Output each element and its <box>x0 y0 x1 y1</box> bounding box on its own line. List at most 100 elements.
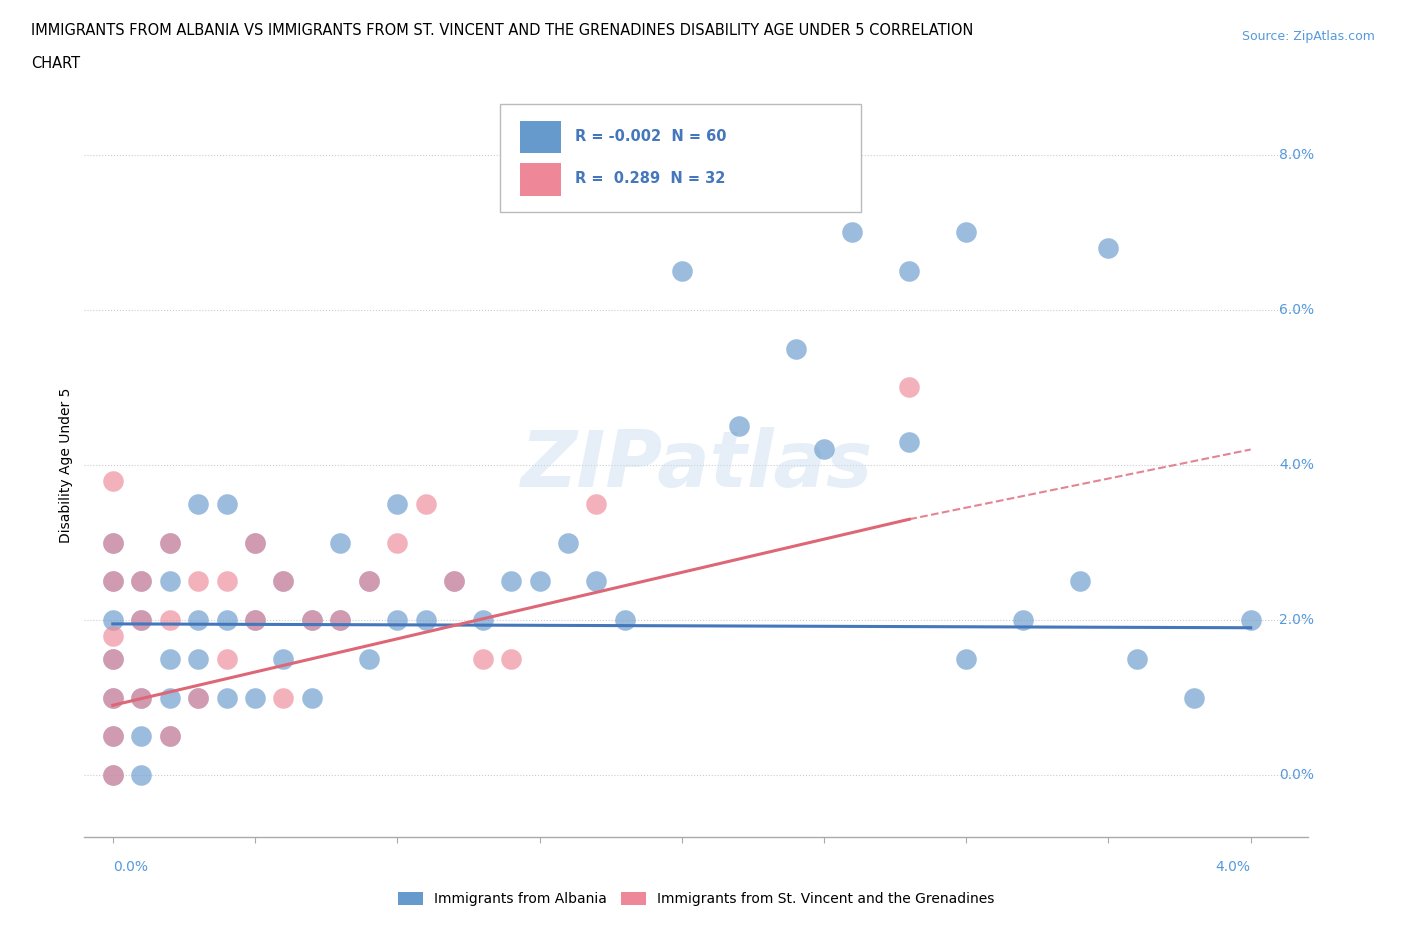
Point <box>357 651 380 666</box>
Point <box>243 690 266 705</box>
Point <box>101 767 124 782</box>
Text: 4.0%: 4.0% <box>1279 458 1315 472</box>
Point <box>387 497 409 512</box>
Point <box>129 690 152 705</box>
Point <box>273 574 295 589</box>
Text: ZIPatlas: ZIPatlas <box>520 427 872 503</box>
Point <box>499 574 522 589</box>
Point <box>529 574 551 589</box>
Point <box>841 225 863 240</box>
Point <box>387 613 409 628</box>
Point <box>215 651 238 666</box>
Text: CHART: CHART <box>31 56 80 71</box>
Text: 0.0%: 0.0% <box>1279 768 1315 782</box>
Text: Source: ZipAtlas.com: Source: ZipAtlas.com <box>1241 30 1375 43</box>
Point <box>329 613 352 628</box>
Point <box>159 729 181 744</box>
Text: R =  0.289  N = 32: R = 0.289 N = 32 <box>575 171 725 186</box>
Point <box>415 497 437 512</box>
Point <box>273 690 295 705</box>
Point <box>159 690 181 705</box>
Point <box>159 613 181 628</box>
Point <box>215 574 238 589</box>
Point <box>101 574 124 589</box>
Point <box>187 613 209 628</box>
Point <box>101 628 124 643</box>
Point <box>1097 241 1119 256</box>
Point <box>301 690 323 705</box>
Legend: Immigrants from Albania, Immigrants from St. Vincent and the Grenadines: Immigrants from Albania, Immigrants from… <box>392 886 1000 912</box>
Point <box>273 651 295 666</box>
FancyBboxPatch shape <box>520 121 561 153</box>
Point <box>329 613 352 628</box>
Text: IMMIGRANTS FROM ALBANIA VS IMMIGRANTS FROM ST. VINCENT AND THE GRENADINES DISABI: IMMIGRANTS FROM ALBANIA VS IMMIGRANTS FR… <box>31 23 973 38</box>
Point <box>101 690 124 705</box>
Point <box>101 535 124 550</box>
Point <box>243 613 266 628</box>
Point <box>1240 613 1263 628</box>
Point <box>898 264 921 279</box>
Point <box>1069 574 1091 589</box>
Point <box>415 613 437 628</box>
Point <box>187 497 209 512</box>
Point <box>898 434 921 449</box>
Point <box>129 767 152 782</box>
Text: 4.0%: 4.0% <box>1216 860 1251 874</box>
Text: 6.0%: 6.0% <box>1279 303 1315 317</box>
Text: 0.0%: 0.0% <box>112 860 148 874</box>
Point <box>813 442 835 457</box>
Point <box>101 574 124 589</box>
Point <box>159 729 181 744</box>
Point <box>101 651 124 666</box>
Point <box>243 535 266 550</box>
Point <box>898 380 921 395</box>
Point <box>101 690 124 705</box>
Point <box>301 613 323 628</box>
Point <box>387 535 409 550</box>
Point <box>727 418 749 433</box>
FancyBboxPatch shape <box>501 104 860 212</box>
Point <box>129 574 152 589</box>
Point <box>273 574 295 589</box>
Point <box>101 767 124 782</box>
Point <box>471 651 494 666</box>
Point <box>243 535 266 550</box>
Point <box>159 574 181 589</box>
Point <box>101 613 124 628</box>
Point <box>329 535 352 550</box>
Point <box>101 729 124 744</box>
Point <box>585 574 607 589</box>
Point <box>129 574 152 589</box>
Point <box>101 729 124 744</box>
Point <box>955 651 977 666</box>
Point <box>187 690 209 705</box>
Point <box>187 574 209 589</box>
Point <box>443 574 465 589</box>
Point <box>1012 613 1035 628</box>
Point <box>159 535 181 550</box>
Point <box>215 613 238 628</box>
Point <box>129 690 152 705</box>
Point <box>243 613 266 628</box>
Point <box>129 729 152 744</box>
Point <box>215 497 238 512</box>
Point <box>1126 651 1149 666</box>
Point <box>101 535 124 550</box>
Point <box>1182 690 1205 705</box>
Point <box>443 574 465 589</box>
Point <box>585 497 607 512</box>
Point <box>129 613 152 628</box>
Text: 8.0%: 8.0% <box>1279 148 1315 162</box>
FancyBboxPatch shape <box>520 163 561 195</box>
Point <box>129 613 152 628</box>
Text: R = -0.002  N = 60: R = -0.002 N = 60 <box>575 128 727 143</box>
Point <box>557 535 579 550</box>
Point <box>101 473 124 488</box>
Point <box>785 341 807 356</box>
Y-axis label: Disability Age Under 5: Disability Age Under 5 <box>59 387 73 543</box>
Point <box>499 651 522 666</box>
Point <box>101 651 124 666</box>
Point <box>187 651 209 666</box>
Point <box>955 225 977 240</box>
Point <box>357 574 380 589</box>
